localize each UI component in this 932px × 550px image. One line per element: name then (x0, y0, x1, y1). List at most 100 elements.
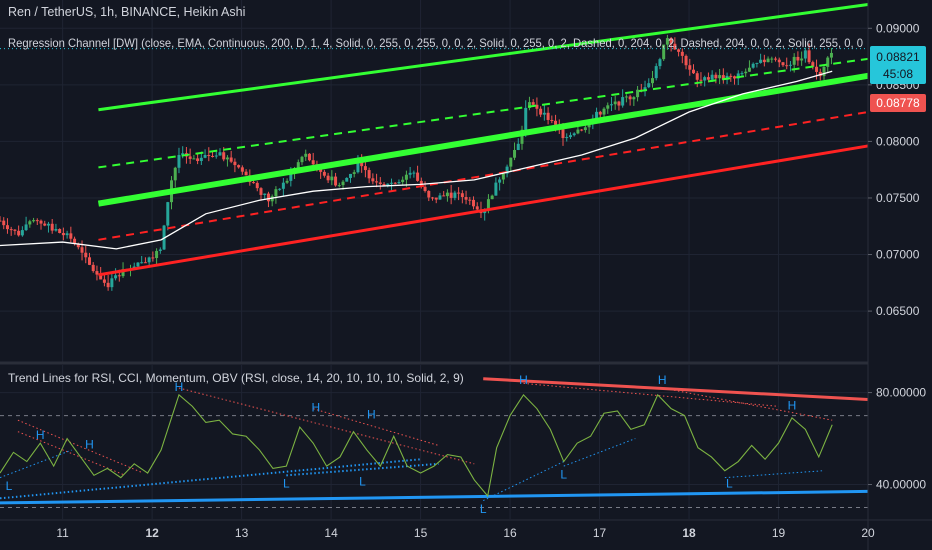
candle-body (143, 262, 147, 264)
candle-body (703, 77, 707, 81)
candle-body (714, 74, 718, 79)
candle-body (520, 129, 524, 144)
resistance-trend-line (17, 419, 144, 474)
candle-body (20, 230, 24, 236)
channel-lower-mid-line (98, 111, 869, 241)
candle-body (58, 229, 62, 233)
candle-body (102, 279, 106, 283)
candle-body (106, 282, 110, 288)
support-trend-line (482, 461, 564, 502)
candle-body (740, 73, 744, 75)
candle-body (140, 262, 144, 264)
channel-upper-line (98, 3, 869, 112)
regression-channel-legend[interactable]: Regression Channel [DW] (close, EMA, Con… (8, 36, 863, 50)
time-axis[interactable]: 11 12 13 14 15 16 17 18 19 20 (56, 526, 875, 540)
symbol-title[interactable]: Ren / TetherUS, 1h, BINANCE, Heikin Ashi (8, 5, 245, 19)
time-tick-label: 12 (145, 526, 159, 540)
candle-body (278, 188, 282, 190)
rsi-axis[interactable]: 80.00000 40.00000 (868, 386, 926, 492)
candle-body (829, 52, 833, 58)
candle-body (378, 182, 382, 184)
candle-body (311, 160, 315, 165)
candle-body (229, 157, 233, 162)
candle-body (76, 243, 80, 248)
candle-body (803, 50, 807, 59)
candle-body (654, 66, 658, 79)
candle-body (412, 172, 416, 174)
pivot-high-marker: H (519, 373, 528, 387)
candle-body (710, 74, 714, 80)
pivot-low-marker: L (480, 502, 487, 516)
candle-body (438, 195, 442, 200)
candle-body (539, 108, 543, 115)
candle-body (692, 69, 696, 74)
rsi-pane[interactable]: L H H H L H L H L H L H L H (0, 373, 869, 516)
candle-body (509, 157, 513, 167)
candle-body (486, 199, 490, 211)
candle-body (688, 65, 692, 70)
candle-body (46, 223, 50, 226)
lower-price-badge: 0.08778 (870, 94, 926, 112)
candle-body (307, 153, 311, 161)
candle-body (80, 247, 84, 253)
candle-body (431, 197, 435, 199)
candle-body (322, 171, 326, 176)
candle-body (181, 153, 185, 155)
candle-body (367, 170, 371, 179)
lower-price-badge-bg (870, 94, 926, 112)
candle-body (386, 183, 390, 186)
candle-body (356, 162, 360, 173)
candle-body (17, 230, 21, 236)
candle-body (214, 155, 218, 157)
candle-body (460, 193, 464, 198)
resistance-trend-line (313, 408, 439, 446)
pivot-low-marker: L (6, 479, 13, 493)
candle-body (69, 233, 73, 239)
candle-body (636, 89, 640, 98)
candle-body (73, 238, 77, 244)
support-trend-line (724, 470, 824, 479)
candle-body (580, 129, 584, 131)
candle-body (240, 167, 244, 172)
candle-body (785, 65, 789, 67)
candle-body (199, 157, 203, 162)
candle-body (270, 196, 274, 202)
candle-body (289, 173, 293, 181)
candle-body (0, 220, 2, 222)
trend-lines-legend[interactable]: Trend Lines for RSI, CCI, Momentum, OBV … (8, 371, 464, 385)
candle-body (695, 73, 699, 80)
current-price-badge: 0.08821 45:08 (870, 46, 926, 84)
pivot-low-marker: L (283, 477, 290, 491)
candle-body (800, 58, 804, 61)
candle-body (643, 87, 647, 91)
pivot-high-marker: H (367, 407, 376, 421)
price-pane[interactable] (0, 3, 869, 291)
candle-body (237, 165, 241, 168)
candle-body (673, 43, 677, 50)
candle-body (490, 195, 494, 200)
candle-body (345, 177, 349, 182)
channel-upper-mid-line (98, 57, 869, 169)
candle-body (721, 75, 725, 80)
candle-body (110, 278, 114, 288)
candle-body (147, 257, 151, 263)
candle-body (617, 101, 621, 106)
candle-body (136, 262, 140, 267)
support-trend-line (0, 489, 869, 505)
price-tick-label: 0.07500 (876, 191, 920, 205)
candle-body (565, 137, 569, 139)
time-tick-label: 16 (503, 526, 517, 540)
candle-body (546, 112, 550, 120)
candle-body (177, 154, 181, 168)
candle-body (535, 104, 539, 109)
candle-body (266, 193, 270, 202)
current-price-label: 0.08821 (876, 50, 920, 64)
price-tick-label: 0.09000 (876, 21, 920, 35)
resistance-trend-line (178, 387, 475, 465)
support-trend-line (563, 438, 636, 467)
candle-body (35, 220, 39, 222)
price-axis[interactable]: 0.090000.085000.080000.075000.070000.065… (868, 21, 920, 318)
candle-body (326, 175, 330, 181)
candle-body (781, 62, 785, 66)
